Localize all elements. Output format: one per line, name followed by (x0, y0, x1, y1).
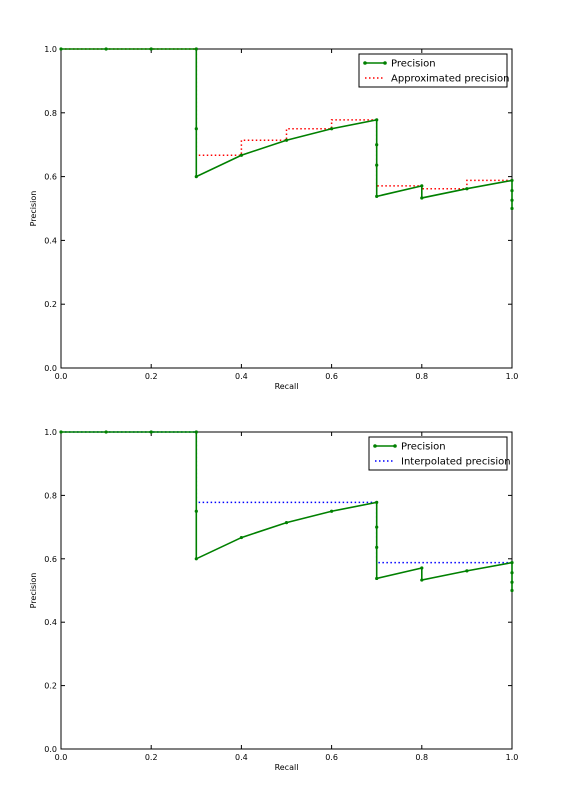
x-tick-label: 1.0 (506, 753, 519, 762)
y-tick-label: 1.0 (44, 428, 57, 437)
data-point (375, 163, 379, 167)
legend: Precision Approximated precision (358, 53, 510, 88)
legend-label: Interpolated precision (401, 457, 511, 468)
plot-area (60, 48, 513, 369)
x-tick-label: 0.4 (235, 753, 248, 762)
data-point (59, 47, 63, 51)
y-tick-label: 0.4 (44, 618, 57, 627)
data-point (420, 566, 424, 570)
data-point (510, 580, 514, 584)
data-point (149, 47, 153, 51)
x-tick-label: 0.6 (325, 753, 338, 762)
x-tick-label: 0.8 (415, 372, 428, 381)
y-tick-label: 0.4 (44, 236, 57, 245)
y-tick-label: 0.2 (44, 682, 57, 691)
y-tick-label: 0.2 (44, 300, 57, 309)
plot-area (60, 431, 513, 750)
legend-label: Precision (401, 442, 446, 453)
chart-interpolated-precision: 0.0 0.2 0.4 0.6 0.8 1.0 0.0 0.2 0.4 0.6 0.8 1.0 Reca… (29, 428, 518, 772)
legend-box (368, 436, 508, 471)
legend-marker (383, 61, 387, 65)
series-line-approximated-precision (61, 48, 512, 190)
data-point (510, 206, 514, 211)
data-point (194, 175, 198, 179)
y-tick-label: 1.0 (44, 45, 57, 54)
series-line-precision (61, 431, 513, 591)
legend-label: Precision (391, 59, 436, 70)
y-tick-label: 0.6 (44, 173, 57, 182)
data-point (420, 196, 424, 200)
legend-marker (393, 444, 397, 448)
x-tick-label: 0.8 (415, 753, 428, 762)
data-point (149, 430, 153, 434)
data-point (194, 509, 198, 513)
data-point (420, 578, 424, 582)
data-point (510, 561, 514, 565)
data-point (510, 198, 514, 202)
x-axis-label: Recall (275, 382, 299, 391)
legend-box (358, 53, 508, 88)
data-point (510, 571, 514, 575)
legend-marker (363, 61, 367, 65)
data-point (375, 143, 379, 147)
data-point (375, 576, 379, 581)
data-point (194, 430, 198, 434)
data-point (375, 118, 379, 122)
data-point (420, 184, 424, 188)
data-point (510, 588, 514, 593)
data-point (330, 509, 334, 513)
data-point (59, 430, 63, 434)
legend-marker (373, 444, 377, 448)
y-tick-label: 0.8 (44, 491, 57, 500)
y-tick-label: 0.6 (44, 555, 57, 564)
data-point (194, 557, 198, 561)
data-point (239, 153, 243, 157)
data-point (194, 127, 198, 131)
data-point (194, 47, 198, 51)
data-point (510, 189, 514, 193)
chart-approximated-precision: 0.0 0.2 0.4 0.6 0.8 1.0 0.0 0.2 0.4 0.6 0.8 1.0 Reca… (29, 45, 518, 391)
x-tick-label: 0.4 (235, 372, 248, 381)
data-point (104, 430, 108, 434)
data-point (375, 525, 379, 529)
data-point (284, 138, 289, 142)
x-tick-label: 1.0 (506, 372, 519, 381)
data-point (465, 569, 469, 573)
data-point (239, 535, 243, 540)
y-tick-label: 0.0 (44, 364, 57, 373)
x-tick-label: 0.6 (325, 372, 338, 381)
x-tick-label: 0.2 (145, 372, 158, 381)
data-point (375, 545, 379, 549)
x-tick-label: 0.0 (55, 372, 68, 381)
data-point (330, 127, 334, 131)
x-axis-label: Recall (275, 763, 299, 772)
data-point (375, 500, 379, 504)
y-axis-label: Precision (29, 573, 38, 609)
x-tick-label: 0.2 (145, 753, 158, 762)
data-point (510, 178, 514, 183)
data-point (104, 47, 108, 51)
legend: Precision Interpolated precision (368, 436, 511, 471)
y-tick-label: 0.8 (44, 109, 57, 118)
y-tick-label: 0.0 (44, 745, 57, 754)
series-line-precision (61, 48, 513, 209)
data-point (465, 187, 469, 191)
y-axis-label: Precision (29, 191, 38, 227)
x-tick-label: 0.0 (55, 753, 68, 762)
legend-label: Approximated precision (391, 74, 510, 85)
data-point (375, 194, 379, 198)
data-point (284, 521, 289, 525)
